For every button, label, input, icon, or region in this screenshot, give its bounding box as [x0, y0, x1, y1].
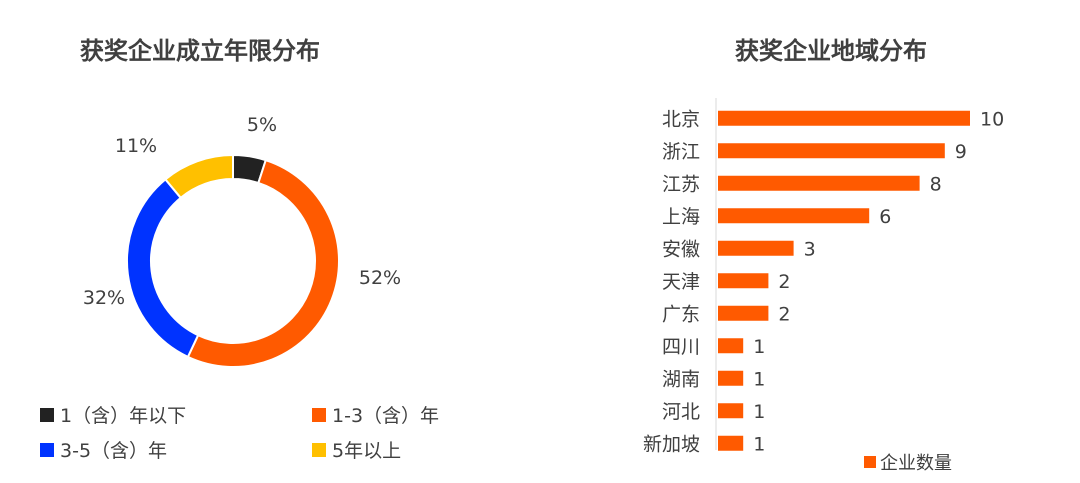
legend-swatch: [40, 442, 54, 457]
bar-value-label: 6: [879, 206, 891, 228]
bar: [718, 305, 769, 321]
legend-label: 5年以上: [332, 440, 402, 462]
category-label: 北京: [662, 108, 700, 130]
slice-1-3-years: [186, 158, 340, 368]
legend-item-over-5-years: 5年以上: [312, 436, 401, 463]
legend-swatch: [864, 456, 876, 468]
category-label: 广东: [662, 303, 700, 325]
slice-over-5-years: [164, 153, 234, 200]
slice-value-label: 11%: [115, 135, 157, 157]
category-label: 河北: [662, 401, 700, 423]
bar: [718, 370, 744, 386]
bar-value-label: 8: [930, 173, 942, 195]
category-label: 江苏: [662, 173, 700, 195]
slice-value-label: 52%: [359, 267, 401, 289]
bar-value-label: 1: [753, 433, 765, 455]
legend-swatch: [312, 442, 326, 457]
bar-value-label: 2: [778, 303, 790, 325]
bar-value-label: 1: [753, 336, 765, 358]
legend-label: 3-5（含）年: [60, 440, 168, 462]
bar: [718, 403, 744, 419]
bar: [718, 175, 920, 191]
bar-value-label: 3: [804, 238, 816, 260]
category-label: 四川: [662, 336, 700, 358]
bar-value-label: 9: [955, 141, 967, 163]
legend-label: 1-3（含）年: [332, 405, 440, 427]
category-label: 新加坡: [643, 433, 700, 455]
bar-value-label: 10: [980, 108, 1004, 130]
category-label: 安徽: [662, 238, 700, 260]
slice-value-label: 32%: [83, 287, 125, 309]
legend-label: 企业数量: [880, 453, 952, 474]
category-label: 湖南: [662, 368, 700, 390]
bar-value-label: 2: [778, 271, 790, 293]
slice-value-label: 5%: [247, 114, 277, 136]
category-label: 上海: [662, 206, 700, 228]
legend-item-1-3-years: 1-3（含）年: [312, 401, 439, 428]
bar: [718, 240, 794, 256]
bar: [718, 143, 945, 159]
legend-label: 1（含）年以下: [60, 405, 187, 427]
legend-item-3-5-years: 3-5（含）年: [40, 436, 167, 463]
bar: [718, 435, 744, 451]
bar-value-label: 1: [753, 368, 765, 390]
bar-chart-title: 获奖企业地域分布: [735, 37, 927, 65]
legend-item-company-count: 企业数量: [864, 449, 952, 475]
bar-value-label: 1: [753, 401, 765, 423]
bar: [718, 338, 744, 354]
bar: [718, 273, 769, 289]
legend-swatch: [40, 407, 54, 422]
legend-item-under-1-year: 1（含）年以下: [40, 401, 186, 428]
category-label: 天津: [662, 271, 700, 293]
legend-swatch: [312, 407, 326, 422]
donut-chart-title: 获奖企业成立年限分布: [80, 37, 320, 65]
bar: [718, 208, 870, 224]
category-label: 浙江: [662, 141, 700, 163]
bar: [718, 110, 970, 126]
